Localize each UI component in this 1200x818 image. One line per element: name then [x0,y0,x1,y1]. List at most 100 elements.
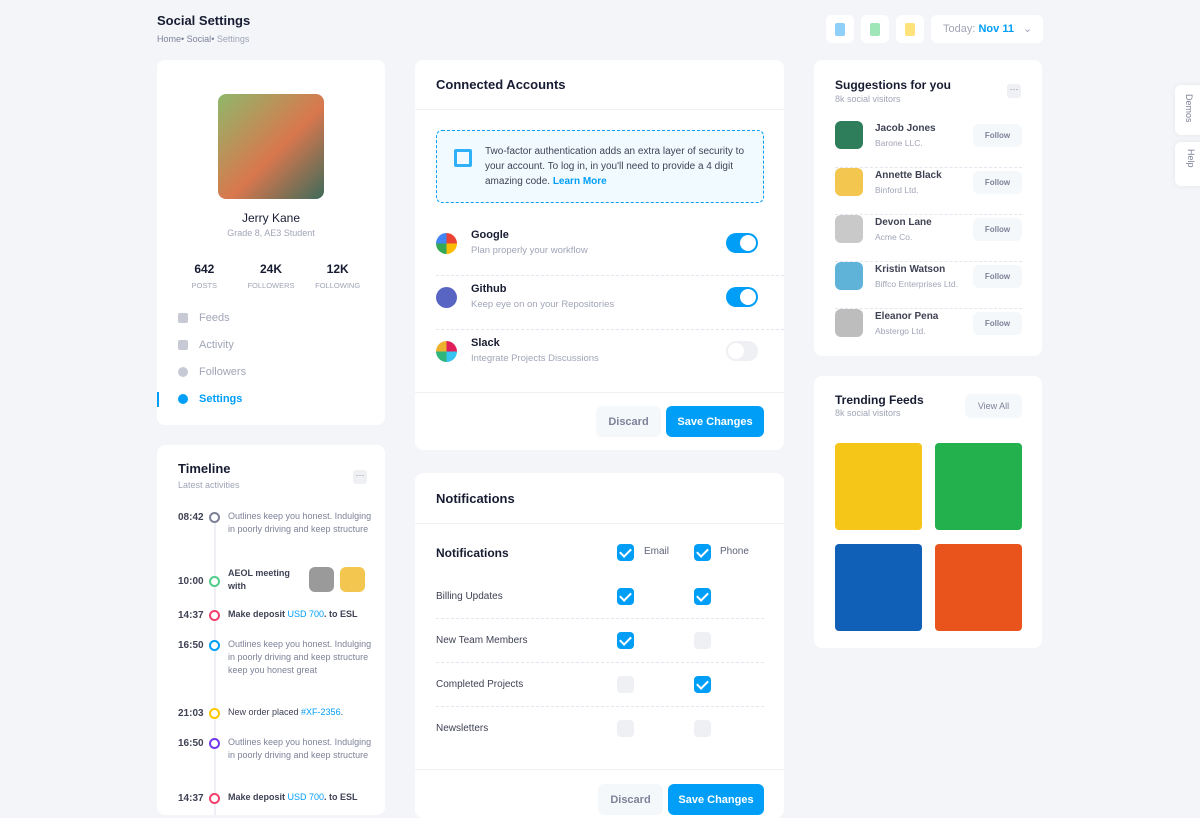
email-column-label: Email [644,546,670,557]
breadcrumb-home[interactable]: Home [157,34,182,44]
phone-checkbox[interactable] [694,720,711,737]
phone-all-checkbox[interactable] [694,544,711,561]
suggestions-more-button[interactable]: ··· [1007,84,1021,98]
nav-item-followers[interactable]: Followers [157,362,385,389]
account-desc: Keep eye on on your Repositories [471,299,615,310]
phone-checkbox[interactable] [694,676,711,693]
person-avatar[interactable] [835,168,863,196]
slack-icon [436,341,457,362]
notification-label: Completed Projects [436,679,524,690]
person-avatar[interactable] [835,215,863,243]
timeline-time: 08:42 [178,512,204,523]
timeline-text: Outlines keep you honest. Indulging in p… [228,737,372,760]
account-google: Google Plan properly your workflow [436,222,784,276]
email-checkbox[interactable] [617,720,634,737]
stat-value: 12K [326,262,349,276]
stat-label: FOLLOWING [315,281,361,290]
attendee-avatar[interactable] [309,567,334,592]
discard-button[interactable]: Discard [596,406,661,437]
person-name[interactable]: Devon Lane [875,217,932,228]
notification-label: Billing Updates [436,591,503,602]
account-toggle[interactable] [726,287,758,307]
file-check-button[interactable] [826,15,854,43]
follow-button[interactable]: Follow [973,218,1022,241]
file-add-button[interactable] [861,15,889,43]
nav-label: Feeds [199,312,230,324]
account-name: Slack [471,337,500,349]
stat-label: POSTS [191,281,218,290]
person-name[interactable]: Annette Black [875,170,942,181]
nav-item-settings[interactable]: Settings [157,389,385,416]
trending-feed-image[interactable] [835,443,922,530]
timeline-time: 14:37 [178,610,204,621]
timeline-text: Make deposit USD 700. to ESL [228,792,358,802]
phone-column-label: Phone [720,546,749,557]
notification-label: New Team Members [436,635,528,646]
account-toggle[interactable] [726,233,758,253]
timeline-link[interactable]: USD 700 [287,792,325,802]
more-options-button[interactable]: ··· [353,470,367,484]
help-tab[interactable]: Help [1175,142,1200,186]
person-avatar[interactable] [835,309,863,337]
account-desc: Plan properly your workflow [471,245,588,256]
attendee-avatar[interactable] [340,567,365,592]
trending-feed-image[interactable] [835,544,922,631]
today-value: Nov 11 [978,23,1014,35]
suggestion-item: Kristin Watson Biffco Enterprises Ltd. Fol… [835,262,1022,309]
nav-label: Settings [199,393,243,405]
person-avatar[interactable] [835,121,863,149]
timeline-dot-icon [209,793,220,804]
profile-subtitle: Grade 8, AE3 Student [227,228,315,238]
notification-row: New Team Members [436,619,764,663]
notification-label: Newsletters [436,723,489,734]
date-picker[interactable]: Today: Nov 11 ⌄ [931,15,1043,43]
notifications-header: Notifications [436,546,509,560]
follow-button[interactable]: Follow [973,171,1022,194]
stat-followers: 24K FOLLOWERS [238,262,305,290]
person-name[interactable]: Kristin Watson [875,264,946,275]
person-avatar[interactable] [835,262,863,290]
person-name[interactable]: Jacob Jones [875,123,936,134]
timeline-time: 10:00 [178,576,204,587]
suggestions-card: Suggestions for you 8k social visitors ·… [814,60,1042,356]
suggestion-item: Eleanor Pena Abstergo Ltd. Follow [835,309,1022,356]
file-text-button[interactable] [896,15,924,43]
trending-feed-image[interactable] [935,544,1022,631]
timeline-time: 14:37 [178,793,204,804]
email-checkbox[interactable] [617,588,634,605]
follow-button[interactable]: Follow [973,124,1022,147]
email-all-checkbox[interactable] [617,544,634,561]
person-name[interactable]: Eleanor Pena [875,311,939,322]
file-check-icon [835,23,845,36]
follow-button[interactable]: Follow [973,265,1022,288]
timeline-time: 16:50 [178,640,204,651]
file-text-icon [905,23,915,36]
nav-item-feeds[interactable]: Feeds [157,308,385,335]
email-checkbox[interactable] [617,676,634,693]
timeline-dot-icon [209,738,220,749]
timeline-link[interactable]: #XF-2356 [301,707,341,717]
timeline-text: Outlines keep you honest. Indulging in p… [228,639,372,675]
email-checkbox[interactable] [617,632,634,649]
timeline-dot-icon [209,512,220,523]
gear-icon [178,394,188,404]
view-all-button[interactable]: View All [965,394,1022,418]
page-title: Social Settings [157,13,251,28]
account-toggle[interactable] [726,341,758,361]
stat-value: 642 [194,262,215,276]
save-changes-button[interactable]: Save Changes [666,406,764,437]
timeline-link[interactable]: USD 700 [287,609,325,619]
connected-accounts-card: Connected Accounts Two-factor authentica… [415,60,784,450]
breadcrumb-social[interactable]: Social [186,34,212,44]
phone-checkbox[interactable] [694,588,711,605]
person-company: Acme Co. [875,232,913,242]
follow-button[interactable]: Follow [973,312,1022,335]
demos-tab[interactable]: Demos [1175,85,1200,135]
learn-more-link[interactable]: Learn More [552,176,607,187]
nav-item-activity[interactable]: Activity [157,335,385,362]
person-company: Barone LLC. [875,138,923,148]
stat-value: 24K [260,262,283,276]
breadcrumb: Home• Social• Settings [157,34,250,44]
trending-feed-image[interactable] [935,443,1022,530]
phone-checkbox[interactable] [694,632,711,649]
